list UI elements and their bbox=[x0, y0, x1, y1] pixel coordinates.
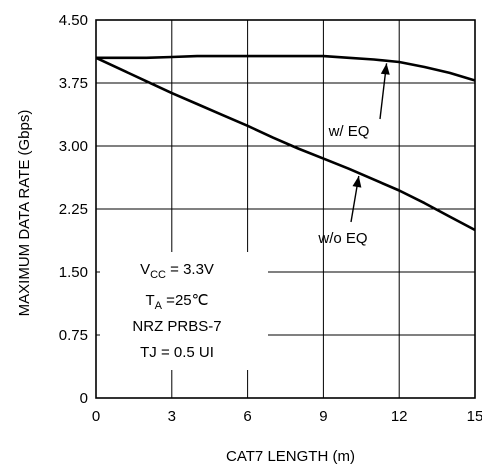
condition-line: TA =25℃ bbox=[146, 292, 209, 312]
series-layer bbox=[95, 54, 476, 232]
series-line bbox=[96, 54, 476, 82]
y-tick-label: 3.75 bbox=[59, 75, 88, 92]
condition-line: NRZ PRBS-7 bbox=[132, 318, 221, 335]
plot-frame bbox=[95, 19, 476, 399]
x-tick-label: 15 bbox=[467, 408, 482, 425]
grid bbox=[96, 20, 475, 398]
conditions-text: VCC = 3.3V TA =25℃ NRZ PRBS-7 TJ = 0.5 UI bbox=[132, 261, 221, 361]
annotations: VCC = 3.3V TA =25℃ NRZ PRBS-7 TJ = 0.5 UI w… bbox=[100, 63, 390, 370]
x-axis-title: CAT7 LENGTH (m) bbox=[226, 448, 355, 465]
tick-labels: 0 3 6 9 12 15 0 0.75 1.50 2.25 3.00 3.75 4.50 bbox=[59, 12, 482, 425]
x-tick-label: 6 bbox=[243, 408, 251, 425]
x-tick-label: 3 bbox=[168, 408, 176, 425]
y-tick-label: 4.50 bbox=[59, 12, 88, 29]
arrow-head bbox=[380, 63, 390, 75]
condition-line: VCC = 3.3V bbox=[140, 261, 214, 281]
x-tick-label: 12 bbox=[391, 408, 408, 425]
y-axis-title: MAXIMUM DATA RATE (Gbps) bbox=[16, 110, 33, 317]
y-tick-label: 1.50 bbox=[59, 264, 88, 281]
annotation-w-eq: w/ EQ bbox=[328, 123, 370, 140]
y-tick-label: 0.75 bbox=[59, 327, 88, 344]
annotation-wo-eq: w/o EQ bbox=[317, 230, 367, 247]
y-tick-label: 0 bbox=[80, 390, 88, 407]
x-tick-label: 0 bbox=[92, 408, 100, 425]
arrow-head bbox=[352, 176, 362, 188]
x-tick-label: 9 bbox=[319, 408, 327, 425]
condition-line: TJ = 0.5 UI bbox=[140, 344, 214, 361]
conditions-box bbox=[100, 252, 268, 370]
y-tick-label: 2.25 bbox=[59, 201, 88, 218]
y-tick-label: 3.00 bbox=[59, 138, 88, 155]
annotation-arrows bbox=[350, 63, 390, 223]
series-line bbox=[95, 56, 476, 232]
